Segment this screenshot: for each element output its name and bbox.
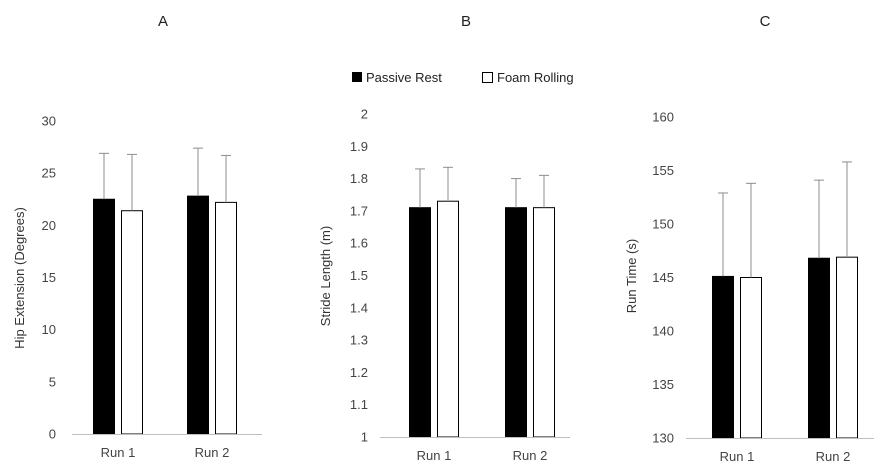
panel-b-y-tick-label: 1.8 [350, 171, 368, 186]
legend-swatch-passive-rest [352, 72, 362, 82]
panel-c-bar-foam-rolling [836, 256, 858, 439]
panel-a-bar-passive-rest [187, 195, 209, 435]
panel-b-x-category-label: Run 2 [513, 448, 548, 463]
panel-b-y-tick-label: 1.3 [350, 333, 368, 348]
panel-a-y-tick-label: 15 [42, 270, 56, 285]
panel-b-y-tick-label: 1.9 [350, 139, 368, 154]
panel-b-x-category-label: Run 1 [417, 448, 452, 463]
panel-a-x-category-label: Run 1 [101, 445, 136, 460]
legend-label-passive-rest: Passive Rest [366, 70, 442, 85]
panel-c-y-tick-label: 155 [652, 163, 674, 178]
panel-a-title: A [158, 13, 168, 30]
panel-b-y-tick-label: 1.5 [350, 268, 368, 283]
panel-a-y-tick-label: 25 [42, 166, 56, 181]
panel-b-y-tick-label: 2 [361, 107, 368, 122]
panel-b-y-tick-label: 1.6 [350, 236, 368, 251]
panel-c-bar-passive-rest [808, 257, 830, 439]
panel-a-y-tick-label: 30 [42, 114, 56, 129]
legend-label-foam-rolling: Foam Rolling [497, 70, 574, 85]
panel-c-y-tick-label: 140 [652, 324, 674, 339]
panel-b-y-tick-label: 1.4 [350, 300, 368, 315]
panel-c-y-axis-title: Run Time (s) [624, 239, 639, 313]
panel-b-bar-foam-rolling [437, 200, 459, 438]
panel-b-y-tick-label: 1.2 [350, 365, 368, 380]
panel-b-bar-foam-rolling [533, 207, 555, 438]
panel-a-y-axis-title: Hip Extension (Degrees) [12, 207, 27, 349]
panel-a-y-tick-label: 5 [49, 374, 56, 389]
panel-c-x-category-label: Run 2 [816, 449, 851, 464]
panel-a-bar-foam-rolling [121, 210, 143, 435]
panel-c-y-tick-label: 145 [652, 270, 674, 285]
panel-c-y-tick-label: 150 [652, 217, 674, 232]
legend-swatch-foam-rolling [482, 72, 493, 83]
panel-a-y-tick-label: 10 [42, 322, 56, 337]
panel-b-y-axis-title: Stride Length (m) [318, 226, 333, 326]
panel-c: C Run Time (s) 130 135 140 145 150 155 160 Run… [624, 13, 874, 464]
panel-a-y-tick-label: 20 [42, 218, 56, 233]
panel-b-y-tick-label: 1.7 [350, 203, 368, 218]
panel-a-bar-foam-rolling [215, 201, 237, 435]
panel-a-bar-passive-rest [93, 198, 115, 435]
panel-c-y-tick-label: 160 [652, 110, 674, 125]
panel-c-y-tick-label: 130 [652, 431, 674, 446]
panel-c-x-category-label: Run 1 [720, 449, 755, 464]
panel-c-bar-passive-rest [712, 275, 734, 439]
panel-a: A Hip Extension (Degrees) 0 5 10 15 20 25 30 R… [12, 13, 262, 460]
panel-a-y-tick-label: 0 [49, 427, 56, 442]
panel-b-bar-passive-rest [409, 207, 431, 438]
panel-c-title: C [760, 13, 771, 30]
panel-b-y-tick-label: 1 [361, 430, 368, 445]
panel-b-y-tick-label: 1.1 [350, 397, 368, 412]
panel-c-bar-foam-rolling [740, 277, 762, 439]
panel-a-x-category-label: Run 2 [195, 445, 230, 460]
panel-c-y-tick-label: 135 [652, 377, 674, 392]
panel-b-bar-passive-rest [505, 207, 527, 438]
legend: Passive Rest Foam Rolling [352, 70, 574, 85]
panel-b: B Stride Length (m) 1 1.1 1.2 1.3 1.4 1.5 1.6 1… [318, 13, 570, 463]
panel-b-title: B [461, 13, 471, 30]
